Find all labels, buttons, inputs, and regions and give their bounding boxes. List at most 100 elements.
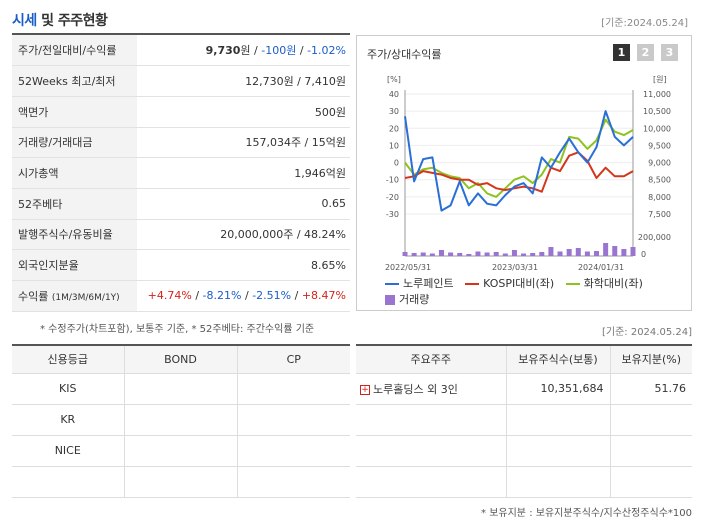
base-date: [기준:2024.05.24] (601, 18, 688, 29)
legend-sector: 화학대비(좌) (565, 276, 643, 292)
row-label: 52주베타 (12, 188, 137, 220)
expand-plus-icon[interactable]: + (360, 384, 370, 395)
volume-bar (402, 252, 408, 256)
cell: KIS (12, 373, 124, 405)
cell (236, 404, 350, 436)
holder-name-cell[interactable]: + 노루홀딩스 외 3인 (356, 373, 506, 405)
return-label: 수익률 (18, 289, 49, 303)
table-row (356, 404, 692, 436)
right-tick-label: 7,500 (648, 210, 671, 219)
shareholder-base-date: [기준: 2024.05.24] (601, 327, 692, 338)
cell (123, 435, 237, 467)
volume-bar (511, 250, 517, 256)
table-row: 수익률 (1M/3M/6M/1Y) +4.74% / -8.21% / -2.5… (12, 280, 350, 312)
col-header: 보유지분(%) (609, 345, 692, 374)
table-row (12, 466, 350, 498)
legend-label: KOSPI대비(좌) (483, 277, 555, 290)
x-tick-label: 2023/03/31 (492, 263, 538, 272)
table-row: 액면가 500원 (12, 96, 350, 128)
table-header-row: 신용등급 BOND CP (12, 345, 350, 374)
section-title: 시세 및 주주현황 (12, 10, 108, 30)
volume-bar (557, 251, 563, 256)
row-value: 1,946억원 (137, 157, 350, 189)
left-tick-label: -30 (386, 210, 399, 219)
legend-label: 노루페인트 (403, 277, 454, 290)
section-header: 시세 및 주주현황 [기준:2024.05.24] (12, 8, 692, 30)
table-row (356, 466, 692, 498)
slash: / (254, 44, 258, 58)
table-row: KIS (12, 373, 350, 405)
col-header: CP (236, 345, 350, 374)
right-tick-label: 9,500 (648, 141, 671, 150)
cell (505, 466, 610, 498)
row-label: 액면가 (12, 96, 137, 128)
slash: / (294, 289, 299, 303)
shareholders-table: 주요주주 보유주식수(보통) 보유지분(%) + 노루홀딩스 외 3인 10,35… (356, 344, 692, 498)
volume-bar (603, 243, 609, 256)
top-divider (12, 33, 350, 35)
right-tick-label: 11,000 (643, 90, 671, 99)
legend-label: 화학대비(좌) (583, 277, 643, 290)
volume-bar (411, 253, 417, 256)
right-tick-label: 8,000 (648, 193, 671, 202)
left-tick-label: 20 (389, 124, 399, 133)
table-row: NICE (12, 435, 350, 467)
table-row: 외국인지분율 8.65% (12, 249, 350, 281)
table-row: 주가/전일대비/수익률 9,730원 / -100원 / -1.02% (12, 35, 350, 67)
row-label: 52Weeks 최고/최저 (12, 65, 137, 97)
return-1m: +4.74% (147, 289, 192, 303)
volume-bar (575, 248, 581, 256)
legend-label: 거래량 (399, 293, 430, 306)
legend-kospi: KOSPI대비(좌) (465, 276, 554, 292)
table-row: + 노루홀딩스 외 3인 10,351,684 51.76 (356, 373, 692, 405)
cell (356, 404, 506, 436)
table-row: 거래량/거래대금 157,034주 / 15억원 (12, 127, 350, 159)
table-row: 시가총액 1,946억원 (12, 157, 350, 189)
volume-bar (630, 247, 636, 256)
cell (505, 435, 610, 467)
right-axis-unit: [원] (653, 75, 667, 84)
price-table: 주가/전일대비/수익률 9,730원 / -100원 / -1.02% 52We… (12, 35, 350, 312)
volume-tick-label: 0 (641, 250, 646, 259)
row-value: 500원 (137, 96, 350, 128)
legend-line-icon (385, 283, 399, 285)
cell (356, 435, 506, 467)
chart-legend: 노루페인트 KOSPI대비(좌) 화학대비(좌) 거래량 (385, 276, 651, 308)
volume-bar (621, 249, 627, 256)
price-rate: -1.02% (307, 44, 346, 58)
legend-stock: 노루페인트 (385, 276, 454, 292)
chart-tab-1[interactable]: 1 (613, 44, 630, 61)
volume-bar (420, 252, 426, 256)
return-periods: (1M/3M/6M/1Y) (51, 292, 120, 303)
x-tick-label: 2024/01/31 (578, 263, 624, 272)
row-value: +4.74% / -8.21% / -2.51% / +8.47% (137, 280, 350, 312)
right-tick-label: 10,000 (643, 124, 671, 133)
volume-bar (466, 254, 472, 256)
volume-bar (521, 253, 527, 256)
table-header-row: 주요주주 보유주식수(보통) 보유지분(%) (356, 345, 692, 374)
table-row: KR (12, 404, 350, 436)
volume-bar (493, 252, 499, 256)
left-tick-label: 10 (389, 141, 399, 150)
holdings-footnote: * 보유지분 : 보유지분주식수/지수산정주식수*100 (481, 508, 692, 519)
table-row: 52주베타 0.65 (12, 188, 350, 220)
row-label: 수익률 (1M/3M/6M/1Y) (12, 280, 137, 312)
title-sep: 및 (36, 13, 58, 29)
slash: / (299, 44, 304, 58)
col-header: 주요주주 (356, 345, 506, 374)
row-value: 20,000,000주 / 48.24% (137, 219, 350, 251)
table-row: 발행주식수/유동비율 20,000,000주 / 48.24% (12, 219, 350, 251)
volume-bar (594, 251, 600, 256)
col-header: 신용등급 (12, 345, 124, 374)
left-tick-label: 0 (394, 159, 399, 168)
sector-relative-line (404, 118, 634, 198)
chart-tab-3[interactable]: 3 (661, 44, 678, 61)
row-label: 주가/전일대비/수익률 (12, 35, 137, 67)
cell (609, 404, 692, 436)
chart-tab-2[interactable]: 2 (637, 44, 654, 61)
price-chart: [%] [원] 40 30 20 10 0 -10 -20 -30 11,000 10,500 10,0… (385, 75, 671, 272)
return-6m: -2.51% (252, 289, 292, 303)
return-1y: +8.47% (301, 289, 346, 303)
cell (609, 466, 692, 498)
stock-price-line (404, 110, 634, 212)
